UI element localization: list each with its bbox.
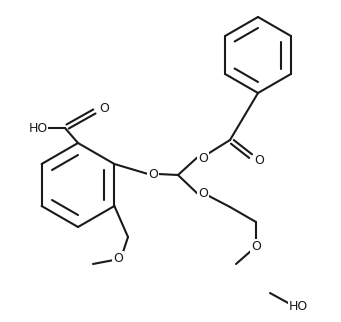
Text: HO: HO [288, 300, 308, 314]
Text: HO: HO [28, 121, 48, 135]
Text: O: O [251, 240, 261, 252]
Text: O: O [198, 186, 208, 200]
Text: O: O [254, 154, 264, 166]
Text: O: O [99, 101, 109, 115]
Text: O: O [148, 167, 158, 181]
Text: O: O [113, 251, 123, 264]
Text: O: O [198, 151, 208, 165]
